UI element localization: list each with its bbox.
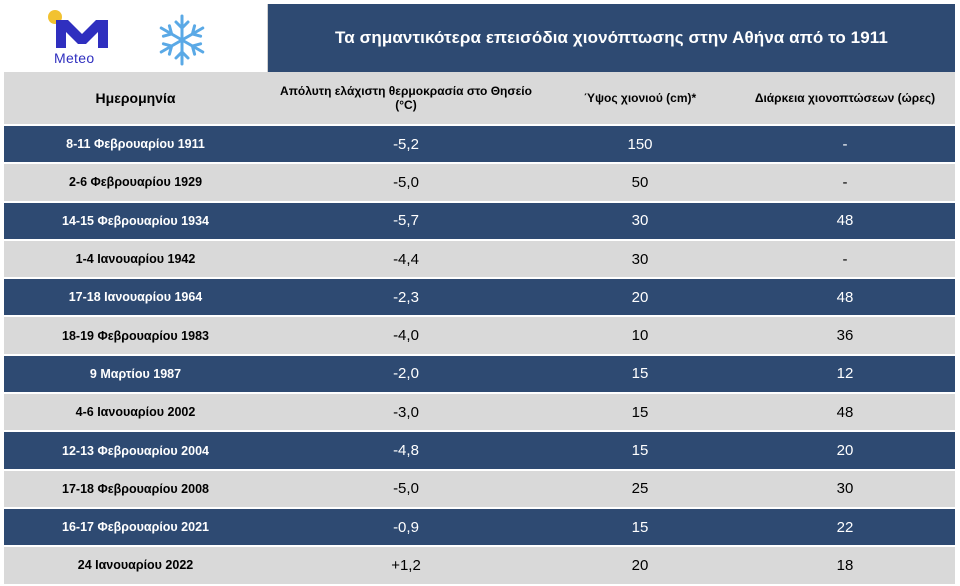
- table-row: 4-6 Ιανουαρίου 2002 -3,0 15 48: [4, 393, 955, 433]
- table-row: 17-18 Ιανουαρίου 1964 -2,3 20 48: [4, 278, 955, 318]
- duration-cell: 12: [735, 354, 955, 395]
- min-temp-cell: -2,0: [267, 354, 545, 395]
- table-row: 17-18 Φεβρουαρίου 2008 -5,0 25 30: [4, 469, 955, 509]
- duration-cell: 36: [735, 316, 955, 356]
- min-temp-cell: -5,7: [267, 201, 545, 241]
- page-title: Τα σημαντικότερα επεισόδια χιονόπτωσης σ…: [335, 28, 888, 47]
- min-temp-cell: +1,2: [267, 546, 545, 586]
- snow-depth-cell: 10: [545, 316, 735, 356]
- min-temp-cell: -5,0: [267, 163, 545, 203]
- date-cell: 1-4 Ιανουαρίου 1942: [4, 239, 267, 280]
- snow-depth-cell: 20: [545, 546, 735, 586]
- date-cell: 9 Μαρτίου 1987: [4, 354, 267, 395]
- date-cell: 14-15 Φεβρουαρίου 1934: [4, 201, 267, 241]
- snow-depth-cell: 30: [545, 201, 735, 241]
- min-temp-cell: -5,0: [267, 469, 545, 509]
- duration-cell: 18: [735, 546, 955, 586]
- duration-cell: 20: [735, 431, 955, 471]
- table-row: 14-15 Φεβρουαρίου 1934 -5,7 30 48: [4, 201, 955, 241]
- date-cell: 12-13 Φεβρουαρίου 2004: [4, 431, 267, 471]
- meteo-logo-icon: [56, 20, 108, 48]
- snow-depth-cell: 15: [545, 393, 735, 433]
- duration-cell: 48: [735, 393, 955, 433]
- snow-depth-cell: 50: [545, 163, 735, 203]
- snow-depth-cell: 150: [545, 125, 735, 165]
- date-cell: 4-6 Ιανουαρίου 2002: [4, 393, 267, 433]
- date-cell: 18-19 Φεβρουαρίου 1983: [4, 316, 267, 356]
- table-row: 9 Μαρτίου 1987 -2,0 15 12: [4, 354, 955, 395]
- duration-cell: -: [735, 239, 955, 280]
- duration-cell: 48: [735, 278, 955, 318]
- table-row: 2-6 Φεβρουαρίου 1929 -5,0 50-: [4, 163, 955, 203]
- brand-area: Meteo: [4, 4, 268, 72]
- table-row: 24 Ιανουαρίου 2022 +1,2 20 18: [4, 546, 955, 586]
- duration-cell: 30: [735, 469, 955, 509]
- table-row: 16-17 Φεβρουαρίου 2021 -0,9 15 22: [4, 507, 955, 548]
- table-row: 8-11 Φεβρουαρίου 1911 -5,2 150-: [4, 125, 955, 165]
- date-cell: 24 Ιανουαρίου 2022: [4, 546, 267, 586]
- table-header-row: Ημερομηνία Απόλυτη ελάχιστη θερμοκρασία …: [4, 72, 955, 126]
- duration-cell: -: [735, 125, 955, 165]
- min-temp-cell: -4,4: [267, 239, 545, 280]
- duration-cell: 22: [735, 507, 955, 548]
- header-duration: Διάρκεια χιονοπτώσεων (ώρες): [735, 72, 955, 126]
- header-min-temp: Απόλυτη ελάχιστη θερμοκρασία στο Θησείο …: [267, 72, 545, 126]
- min-temp-cell: -4,8: [267, 431, 545, 471]
- date-cell: 8-11 Φεβρουαρίου 1911: [4, 125, 267, 165]
- date-cell: 16-17 Φεβρουαρίου 2021: [4, 507, 267, 548]
- top-bar: Meteo: [4, 4, 955, 72]
- min-temp-cell: -5,2: [267, 125, 545, 165]
- title-banner: Τα σημαντικότερα επεισόδια χιονόπτωσης σ…: [268, 4, 955, 72]
- snow-depth-cell: 15: [545, 354, 735, 395]
- header-snow-depth: Ύψος χιονιού (cm)*: [545, 72, 735, 126]
- date-cell: 17-18 Φεβρουαρίου 2008: [4, 469, 267, 509]
- duration-cell: 48: [735, 201, 955, 241]
- date-cell: 17-18 Ιανουαρίου 1964: [4, 278, 267, 318]
- snow-depth-cell: 20: [545, 278, 735, 318]
- snow-depth-cell: 30: [545, 239, 735, 280]
- snow-depth-cell: 15: [545, 431, 735, 471]
- snowfall-table: Ημερομηνία Απόλυτη ελάχιστη θερμοκρασία …: [4, 72, 955, 586]
- table-row: 12-13 Φεβρουαρίου 2004 -4,8 15 20: [4, 431, 955, 471]
- min-temp-cell: -2,3: [267, 278, 545, 318]
- date-cell: 2-6 Φεβρουαρίου 1929: [4, 163, 267, 203]
- duration-cell: -: [735, 163, 955, 203]
- snow-depth-cell: 15: [545, 507, 735, 548]
- table-row: 1-4 Ιανουαρίου 1942 -4,4 30-: [4, 239, 955, 280]
- snow-depth-cell: 25: [545, 469, 735, 509]
- table-row: 18-19 Φεβρουαρίου 1983 -4,0 10 36: [4, 316, 955, 356]
- snowfall-infographic: Meteo: [4, 4, 955, 586]
- min-temp-cell: -0,9: [267, 507, 545, 548]
- min-temp-cell: -3,0: [267, 393, 545, 433]
- logo-text: Meteo: [54, 50, 95, 66]
- min-temp-cell: -4,0: [267, 316, 545, 356]
- header-date: Ημερομηνία: [4, 72, 267, 126]
- snowflake-icon: [159, 14, 205, 66]
